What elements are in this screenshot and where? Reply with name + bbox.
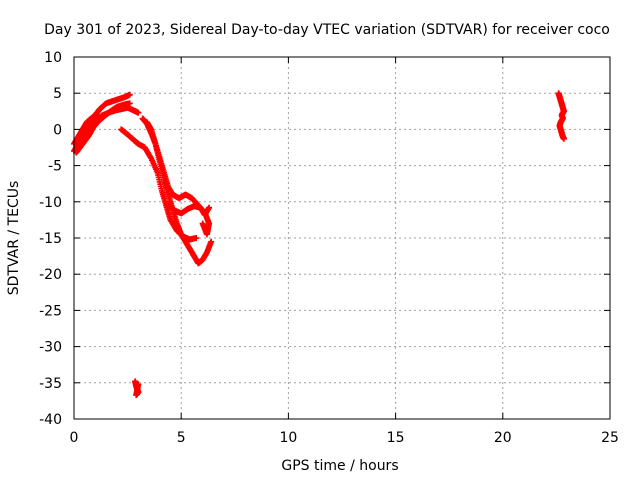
y-tick-label: -40 — [39, 412, 62, 428]
data-point — [135, 381, 142, 388]
chart-title: Day 301 of 2023, Sidereal Day-to-day VTE… — [44, 22, 610, 38]
x-axis-label: GPS time / hours — [281, 458, 398, 474]
y-tick-label: -25 — [39, 303, 62, 319]
data-point — [135, 109, 142, 116]
data-point — [206, 204, 213, 211]
data-point — [193, 235, 200, 241]
x-tick-label: 10 — [279, 430, 297, 446]
x-tick-label: 15 — [387, 430, 405, 446]
grid-lines — [74, 57, 610, 419]
data-point — [126, 100, 133, 107]
axes: 0 5 10 15 20 25 10 5 0 -5 -10 -15 -20 -25 -30 -35 -40 — [39, 50, 619, 446]
y-tick-label: 5 — [53, 86, 62, 102]
y-axis-label: SDTVAR / TECUs — [6, 181, 22, 296]
y-tick-label: -35 — [39, 376, 62, 392]
data-point — [208, 238, 215, 245]
x-tick-label: 20 — [494, 430, 512, 446]
x-tick-label: 0 — [70, 430, 79, 446]
y-tick-label: -20 — [39, 267, 62, 283]
x-tick-label: 25 — [601, 430, 619, 446]
y-tick-label: -30 — [39, 340, 62, 356]
data-point — [199, 220, 206, 227]
data-points — [71, 90, 567, 399]
x-tick-label: 5 — [177, 430, 186, 446]
y-tick-label: -5 — [48, 159, 62, 175]
y-tick-label: 0 — [53, 122, 62, 138]
data-point — [560, 135, 567, 142]
y-tick-label: -15 — [39, 231, 62, 247]
y-tick-label: -10 — [39, 195, 62, 211]
y-tick-label: 10 — [44, 50, 62, 66]
data-point — [126, 91, 133, 98]
